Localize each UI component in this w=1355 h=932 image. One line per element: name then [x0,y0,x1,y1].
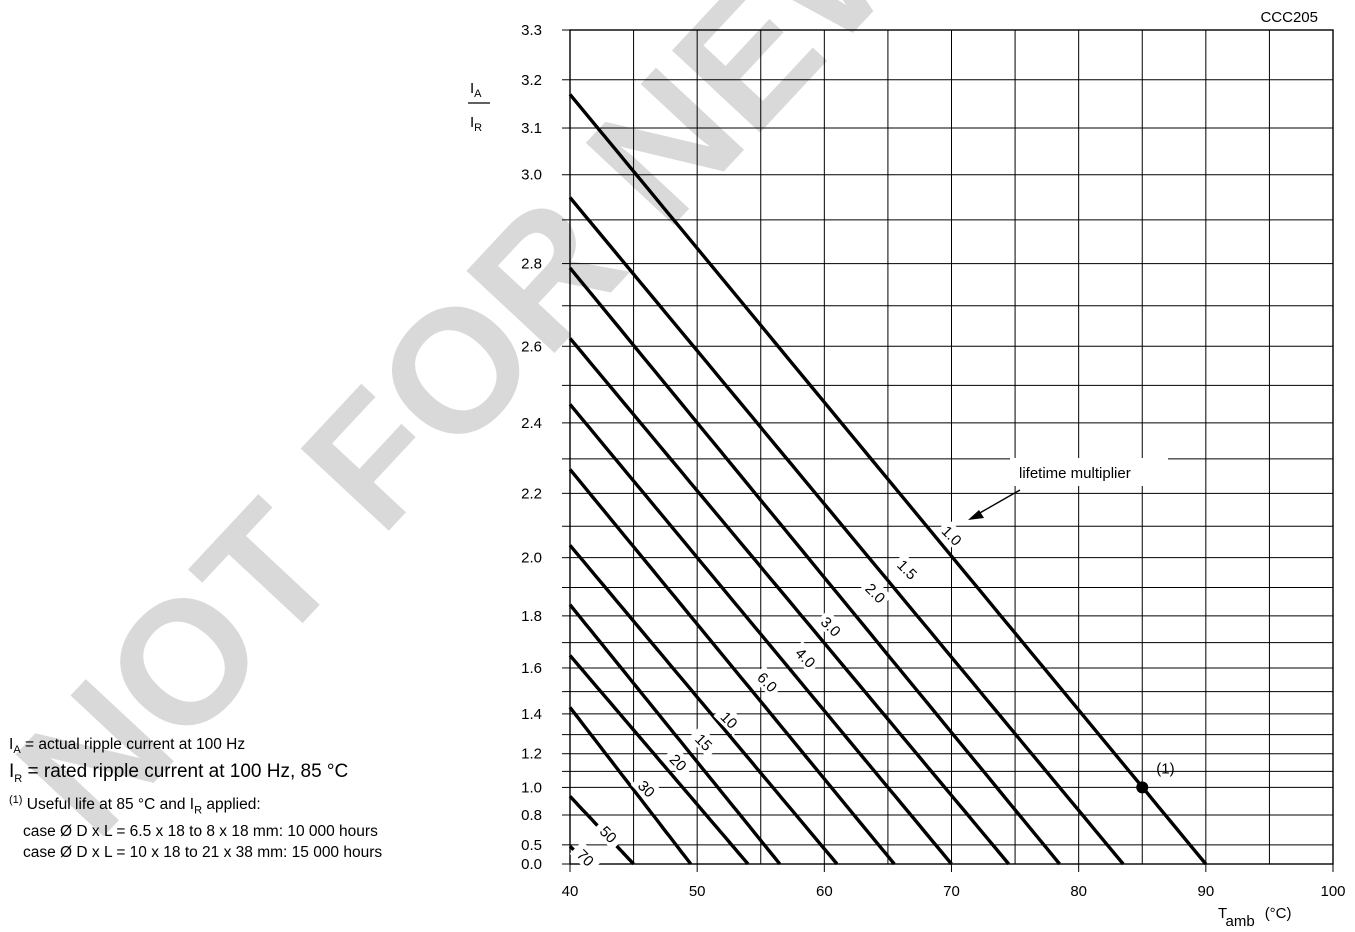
y-tick-label: 2.8 [521,256,542,273]
note-ia-text: = actual ripple current at 100 Hz [20,736,246,753]
y-tick-label: 2.6 [521,338,542,355]
curve-1.5 [568,196,1125,866]
annotation-bg [1010,458,1168,486]
curve-label-group: 15 [687,725,721,758]
note-mark: (1) [9,793,23,806]
curve-1.0 [568,93,1208,866]
curve-label-bg [630,771,664,805]
y-label-den-sub: R [474,122,482,134]
x-tick-label: 40 [562,883,579,900]
svg-text:IA: IA [470,80,482,100]
curve-4.0 [568,403,953,866]
annotation-lifetime-multiplier: lifetime multiplier [1019,465,1131,482]
curve-6.0 [568,468,896,866]
curve-label-group: 50 [592,817,626,851]
y-label-num-sub: A [474,88,482,100]
curve-label-bg [687,725,721,758]
curve-2.0 [568,266,1061,866]
svg-text:IR: IR [470,114,482,134]
x-axis-ticks: 40 50 60 70 80 90 100 [562,864,1346,900]
lifetime-curves [568,93,1208,866]
y-tick-label: 1.0 [521,779,542,796]
note-ia-symbol: I [9,736,14,753]
curve-15 [568,603,782,866]
note-case1: case Ø D x L = 6.5 x 18 to 8 x 18 mm: 10… [23,823,378,841]
y-label-num: I [470,80,474,97]
note-ir: IR = rated ripple current at 100 Hz, 85 … [9,761,382,790]
reference-point-label: (1) [1156,760,1174,777]
x-tick-label: 90 [1197,883,1214,900]
y-tick-label: 1.8 [521,608,542,625]
reference-point [1136,781,1149,794]
curve-30 [568,706,693,866]
curve-label-bg [662,745,696,779]
curve-label-bg [891,552,924,586]
x-tick-label: 80 [1070,883,1087,900]
note-ir-text: = rated ripple current at 100 Hz, 85 °C [22,761,349,783]
curve-label-bg [935,518,969,552]
note-ir-symbol: I [9,761,15,783]
x-label-symbol: T [1218,905,1227,922]
y-tick-label: 3.3 [521,22,542,39]
curve-label-group: 4.0 [789,641,823,674]
x-tick-label: 50 [689,883,706,900]
annotation-arrow-line [977,489,1021,515]
y-tick-label: 1.4 [521,706,542,723]
y-tick-label: 0.8 [521,807,542,824]
x-tick-label: 70 [943,883,960,900]
note-text-sub: R [194,804,203,817]
curve-label-bg [815,609,848,643]
y-tick-label: 1.6 [521,660,542,677]
curve-label-bg [592,817,626,851]
note-ir-sub: R [14,772,23,785]
x-tick-label: 100 [1320,883,1345,900]
y-tick-label: 2.2 [521,485,542,502]
curve-label-bg [569,841,603,874]
note-text2: applied: [202,796,261,814]
y-tick-label: 3.0 [521,167,542,184]
note-case2: case Ø D x L = 10 x 18 to 21 x 38 mm: 15… [23,844,383,862]
annotation-arrowhead [968,510,984,520]
curve-label-group: 20 [662,745,696,779]
x-label-unit: (°C) [1265,905,1292,922]
y-label-den: I [470,114,474,131]
curve-label-group: 1.0 [935,518,969,552]
note-text: Useful life at 85 °C and I [22,796,195,814]
y-tick-label: 3.2 [521,72,542,89]
note-useful-life: (1) Useful life at 85 °C and IR applied: [9,790,382,821]
y-tick-label: 0.5 [521,837,542,854]
y-tick-label: 0.0 [521,856,542,873]
annotations: lifetime multiplier (1) [968,458,1175,794]
notes-block: IA = actual ripple current at 100 Hz IR … [9,734,382,863]
x-tick-label: 60 [816,883,833,900]
figure-code: CCC205 [1260,9,1318,26]
curve-10 [568,544,839,866]
y-tick-label: 2.4 [521,415,542,432]
y-tick-label: 2.0 [521,550,542,567]
curve-label-bg [859,576,893,609]
curve-label-group: 30 [630,771,664,805]
y-tick-label: 3.1 [521,120,542,137]
x-label-sub: amb [1226,913,1255,930]
curve-label-bg [751,665,785,698]
y-tick-label: 1.2 [521,746,542,763]
note-ia: IA = actual ripple current at 100 Hz [9,734,382,761]
curve-label-bg [713,703,746,736]
svg-text:Tamb(°C): Tamb (°C) [1218,905,1292,930]
y-axis-ticks: 0.0 0.5 0.8 1.0 1.2 1.4 1.6 1.8 2.0 2.2 2.4 2.6 2.8 3… [521,22,570,873]
curve-3.0 [568,337,1011,866]
x-axis-label: Tamb (°C) [1218,905,1292,930]
curve-label-group: 70 [569,841,603,874]
curve-label-bg [789,641,823,674]
curve-label-group: 10 [713,703,746,736]
curve-20 [568,654,750,866]
y-axis-label: IA IR [468,80,490,134]
note-ia-sub: A [13,744,21,757]
